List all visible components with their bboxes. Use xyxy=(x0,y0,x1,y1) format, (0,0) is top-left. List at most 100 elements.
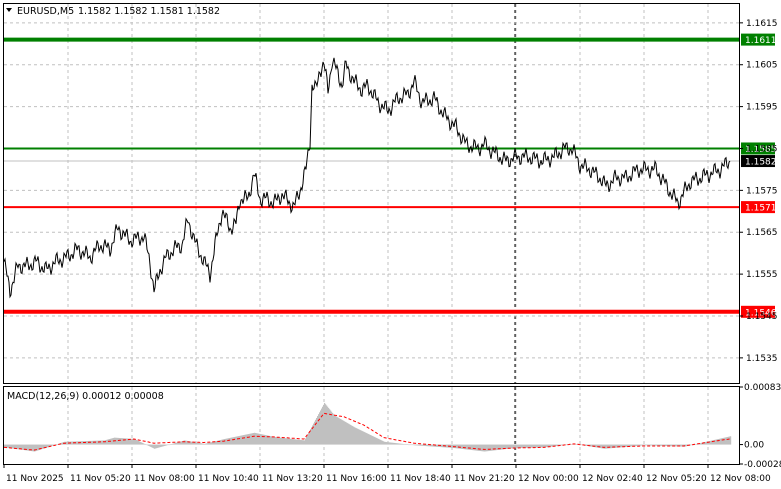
macd-bar xyxy=(544,444,546,448)
macd-bar xyxy=(76,441,78,445)
macd-bar xyxy=(343,420,345,445)
macd-bar xyxy=(402,443,404,445)
macd-bar xyxy=(413,444,415,446)
macd-bar xyxy=(325,404,327,445)
macd-bar xyxy=(486,444,488,452)
macd-bar xyxy=(615,444,617,448)
macd-bar xyxy=(112,438,114,445)
macd-bar xyxy=(420,444,422,446)
macd-bar xyxy=(730,436,732,445)
macd-bar xyxy=(498,444,500,450)
macd-bar xyxy=(720,438,722,445)
macd-bar xyxy=(162,444,164,447)
macd-pane[interactable] xyxy=(3,386,740,465)
macd-bar xyxy=(118,437,120,445)
macd-bar xyxy=(67,441,69,445)
y-tick-label: 1.1545 xyxy=(746,312,778,322)
macd-bar xyxy=(499,444,501,450)
macd-bar xyxy=(649,444,651,446)
macd-bar xyxy=(124,438,126,445)
macd-bar xyxy=(82,441,84,445)
macd-bar xyxy=(212,441,214,445)
macd-bar xyxy=(292,439,294,445)
macd-bar xyxy=(357,428,359,445)
macd-bar xyxy=(129,438,131,445)
macd-bar xyxy=(536,444,538,448)
macd-bar xyxy=(318,414,320,445)
macd-bar xyxy=(434,444,436,447)
macd-bar xyxy=(340,418,342,445)
macd-bar xyxy=(302,440,304,445)
macd-bar xyxy=(645,444,647,446)
macd-bar xyxy=(120,438,122,445)
macd-bar xyxy=(165,444,167,446)
macd-bar xyxy=(485,444,487,452)
macd-bar xyxy=(715,439,717,445)
level-price-tag xyxy=(741,305,775,318)
macd-bar xyxy=(474,444,476,451)
macd-bar xyxy=(547,444,549,448)
macd-bar xyxy=(53,444,55,446)
macd-bar xyxy=(30,444,32,451)
macd-bar xyxy=(393,442,395,445)
macd-bar xyxy=(130,438,132,445)
macd-bar xyxy=(663,444,665,446)
macd-bar xyxy=(437,444,439,447)
price-pane[interactable] xyxy=(3,3,740,384)
macd-bar xyxy=(595,444,597,448)
macd-bar xyxy=(27,444,29,451)
macd-bar xyxy=(677,444,679,447)
macd-bar xyxy=(20,444,22,450)
macd-bar xyxy=(641,444,643,446)
macd-bar xyxy=(15,444,17,449)
macd-bar xyxy=(538,444,540,448)
macd-bar xyxy=(602,444,604,449)
macd-bar xyxy=(484,444,486,452)
macd-bar xyxy=(472,444,474,451)
macd-bar xyxy=(598,444,600,448)
macd-bar xyxy=(681,444,683,447)
macd-bar xyxy=(193,441,195,445)
macd-bar xyxy=(261,434,263,445)
macd-bar xyxy=(560,444,562,446)
macd-bar xyxy=(549,444,551,447)
macd-bar xyxy=(612,444,614,449)
macd-bar xyxy=(488,444,490,452)
macd-bar xyxy=(264,434,266,445)
macd-bar xyxy=(384,441,386,445)
macd-bar xyxy=(433,444,435,447)
macd-bar xyxy=(254,432,256,445)
macd-bar xyxy=(103,440,105,445)
macd-bar xyxy=(430,444,432,447)
macd-bar xyxy=(671,444,673,447)
macd-bar xyxy=(105,440,107,445)
level-price-tag xyxy=(741,142,775,155)
macd-bar xyxy=(581,444,583,446)
x-tick-label: 12 Nov 05:20 xyxy=(646,474,707,484)
macd-bar xyxy=(195,442,197,445)
macd-bar xyxy=(580,444,582,446)
macd-bar xyxy=(180,441,182,445)
macd-bar xyxy=(400,443,402,445)
macd-bar xyxy=(4,444,6,448)
dropdown-triangle-icon[interactable] xyxy=(6,8,12,12)
macd-bar xyxy=(304,440,306,445)
macd-bar xyxy=(618,444,620,448)
macd-bar xyxy=(631,444,633,447)
macd-bar xyxy=(611,444,613,449)
macd-bar xyxy=(416,444,418,446)
macd-bar xyxy=(576,444,578,445)
macd-bar xyxy=(222,439,224,445)
macd-bar xyxy=(669,444,671,447)
macd-bar xyxy=(415,444,417,446)
x-tick-label: 11 Nov 18:40 xyxy=(390,474,451,484)
macd-bar xyxy=(523,444,525,448)
macd-bar xyxy=(236,436,238,445)
macd-bar xyxy=(710,440,712,445)
macd-bar xyxy=(655,444,657,446)
macd-bar xyxy=(224,439,226,445)
macd-bar xyxy=(216,440,218,445)
level-lines: 1.1611 1.1585 1.1571 1.1546 1.1582 xyxy=(4,33,777,318)
macd-bar xyxy=(263,434,265,445)
